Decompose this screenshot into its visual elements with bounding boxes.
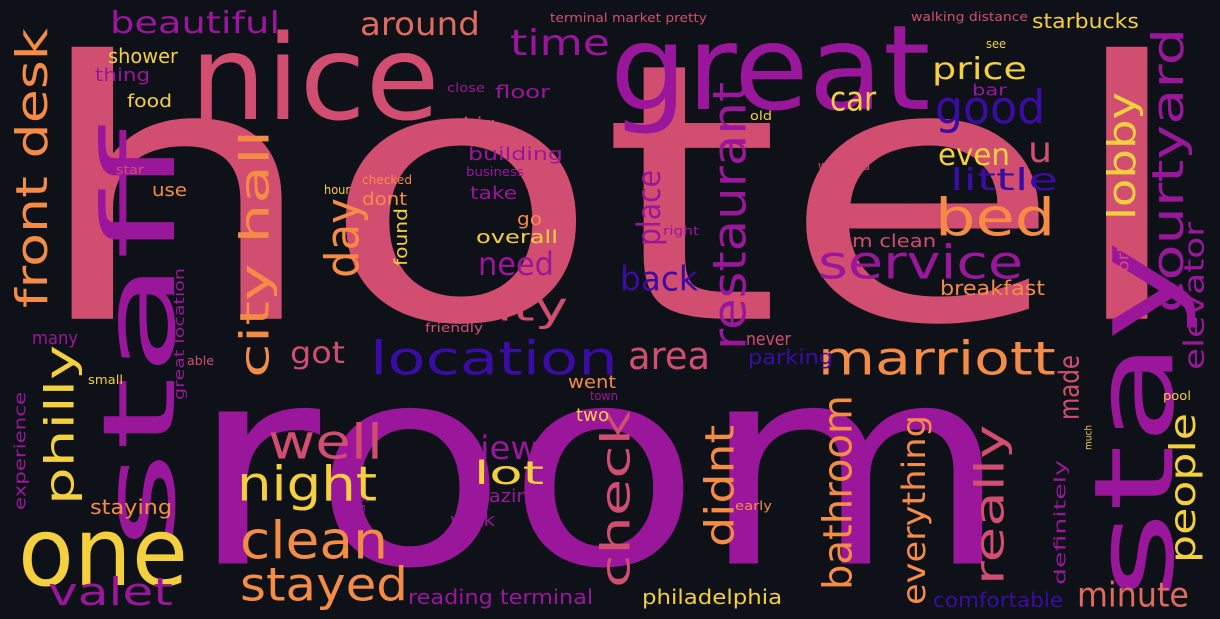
cloud-word: hotel [30,0,1191,405]
cloud-word: amazing [458,485,542,507]
cloud-word: many [32,327,79,349]
cloud-word: staying [90,495,173,519]
cloud-word: didnt [696,424,744,547]
cloud-word: star [116,162,144,177]
cloud-word: definitely [1050,460,1070,585]
cloud-word: time [510,21,610,64]
cloud-word: restaurant [702,81,757,351]
cloud-word: one [18,496,189,608]
cloud-word: dont [362,188,408,210]
cloud-word: valet [48,569,173,615]
cloud-word: pool [1163,388,1191,403]
cloud-word: back [620,258,698,299]
cloud-word: nice [190,9,440,148]
cloud-word: food [127,90,173,112]
cloud-word: business [466,164,524,179]
cloud-word: big [463,113,496,135]
cloud-word: way [353,494,368,525]
cloud-word: walking distance [911,9,1028,24]
cloud-word: marriott [818,331,1056,386]
cloud-word: weekend [818,158,870,173]
cloud-word: great location [170,268,188,400]
cloud-word: bed [935,187,1056,249]
cloud-word: bar [972,80,1007,100]
cloud-word: town [590,388,618,403]
cloud-word: need [478,245,554,283]
cloud-word: day [315,198,370,278]
cloud-word: walk [450,509,495,531]
cloud-word: early [735,498,772,513]
cloud-word: u [1028,128,1053,171]
cloud-word: view [460,429,539,467]
cloud-word: everything [895,415,933,605]
cloud-word: great [610,0,931,138]
cloud-word: clean [240,510,388,572]
cloud-word: overall [476,226,558,248]
cloud-word: good [935,80,1046,135]
cloud-word: building [468,143,563,165]
cloud-word: able [187,353,215,368]
cloud-word: made [1052,355,1086,420]
cloud-word: go [517,208,542,230]
cloud-word: beautiful [110,5,281,41]
cloud-word: elevator [1177,222,1211,370]
cloud-word: use [152,179,188,201]
cloud-word: never [746,328,791,350]
cloud-word: much [1082,424,1094,450]
cloud-word: philly [36,344,84,505]
cloud-word: minute [1077,574,1189,615]
cloud-word: terminal market pretty [550,10,707,25]
cloud-word: room [190,304,1010,619]
cloud-word: friendly [425,320,484,335]
cloud-word: two [576,404,610,426]
cloud-word: around [360,5,480,43]
cloud-word: starbucks [1032,9,1139,33]
cloud-word: front desk [6,28,58,309]
cloud-word: comfortable [933,588,1064,612]
cloud-word: area [628,333,710,379]
cloud-word: car [830,78,877,119]
cloud-word: city hall [231,129,279,378]
cloud-word: bathroom [814,394,862,590]
cloud-word: experience [10,391,30,510]
cloud-word: see [986,36,1007,51]
cloud-word: breakfast [940,276,1045,300]
cloud-word: price [932,51,1027,87]
cloud-word: little [950,162,1059,198]
cloud-word: close [447,80,485,95]
cloud-word: people [1161,413,1204,563]
cloud-word: thing [95,64,151,86]
cloud-word: city [466,283,569,331]
cloud-word: floor [495,81,551,103]
cloud-word: small [88,372,124,387]
cloud-word: well [268,413,383,470]
cloud-word: lot [474,454,545,492]
cloud-word: place [630,169,668,246]
cloud-word: reading terminal [408,585,594,609]
cloud-word: night [237,455,378,512]
cloud-word: check [592,410,640,588]
cloud-word: really [966,424,1014,585]
cloud-word: service [818,235,1024,290]
cloud-word: went [568,371,616,393]
cloud-word: checked [362,172,413,187]
cloud-word: shower [108,44,179,68]
cloud-word: stayed [240,557,408,612]
cloud-word: lobby [1099,91,1145,220]
cloud-word: right [663,223,699,238]
cloud-word: found [390,208,412,266]
cloud-word: philadelphia [642,585,783,609]
cloud-word: old [750,108,773,123]
cloud-word: hour [324,182,351,197]
cloud-word: location [370,331,618,386]
cloud-word: room clean [818,230,937,252]
cloud-word: parking [748,345,834,369]
cloud-word: got [290,335,345,371]
cloud-word: work [1113,242,1133,287]
cloud-word: take [470,182,518,204]
cloud-word: even [938,137,1010,173]
